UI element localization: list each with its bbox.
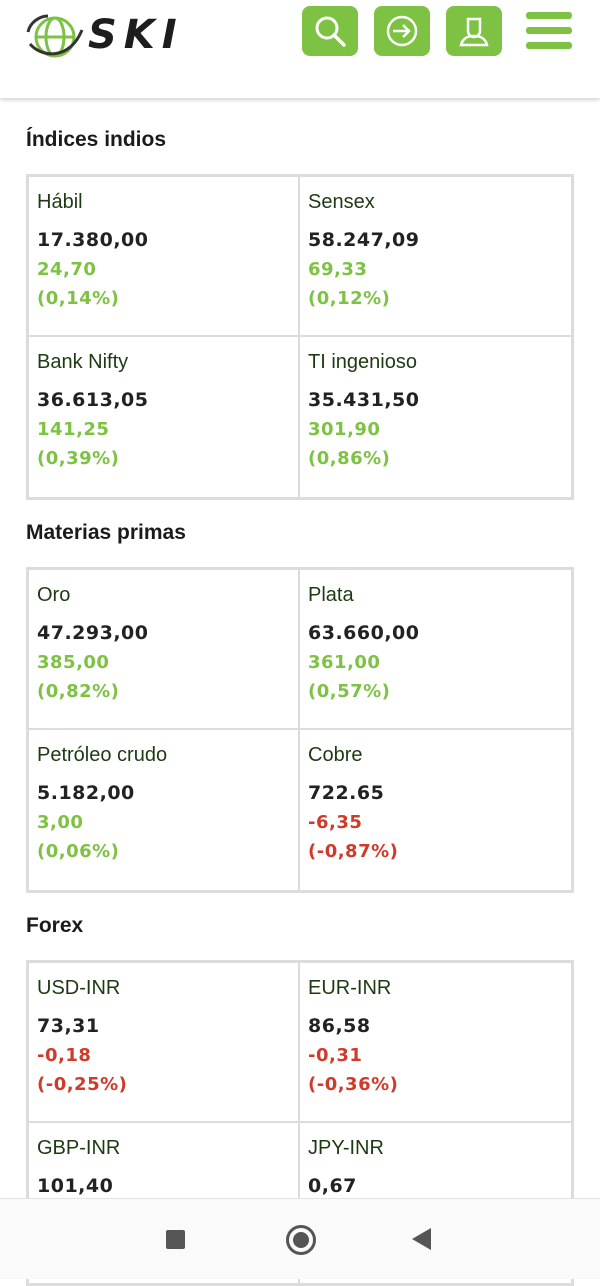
market-tile[interactable]: Sensex 58.247,09 69,33 (0,12%)	[300, 177, 571, 337]
tile-value: 86,58	[308, 1015, 371, 1037]
tile-value: 35.431,50	[308, 389, 420, 411]
tile-change: -6,35	[308, 812, 363, 833]
globe-logo-icon	[26, 14, 84, 58]
tile-value: 47.293,00	[37, 622, 149, 644]
tile-name: Bank Nifty	[37, 351, 129, 373]
menu-icon[interactable]	[526, 12, 572, 52]
market-tile[interactable]: Petróleo crudo 5.182,00 3,00 (0,06%)	[29, 730, 300, 890]
system-nav-bar	[0, 1198, 600, 1279]
market-tile[interactable]: GBP-INR 101,40	[29, 1123, 300, 1283]
tile-name: EUR-INR	[308, 977, 392, 999]
commodities-grid: Oro 47.293,00 385,00 (0,82%) Plata 63.66…	[26, 567, 574, 893]
tile-percent: (0,39%)	[37, 448, 120, 469]
tile-name: USD-INR	[37, 977, 121, 999]
tile-change: 3,00	[37, 812, 84, 833]
tile-percent: (0,57%)	[308, 681, 391, 702]
market-tile[interactable]: JPY-INR 0,67	[300, 1123, 571, 1283]
tile-change: 24,70	[37, 259, 97, 280]
user-icon	[459, 17, 489, 47]
tile-change: 301,90	[308, 419, 381, 440]
tile-name: Sensex	[308, 191, 375, 213]
section-title-commodities: Materias primas	[26, 521, 186, 544]
tile-value: 63.660,00	[308, 622, 420, 644]
tile-percent: (-0,87%)	[308, 841, 399, 862]
tile-percent: (0,14%)	[37, 288, 120, 309]
tile-percent: (-0,36%)	[308, 1074, 399, 1095]
tile-percent: (0,06%)	[37, 841, 120, 862]
tile-name: JPY-INR	[308, 1137, 384, 1159]
tile-change: 69,33	[308, 259, 368, 280]
market-tile[interactable]: USD-INR 73,31 -0,18 (-0,25%)	[29, 963, 300, 1123]
tile-percent: (-0,25%)	[37, 1074, 128, 1095]
login-icon	[386, 15, 418, 47]
tile-percent: (0,86%)	[308, 448, 391, 469]
tile-value: 5.182,00	[37, 782, 135, 804]
market-tile[interactable]: EUR-INR 86,58 -0,31 (-0,36%)	[300, 963, 571, 1123]
tile-name: Plata	[308, 584, 354, 606]
logo-text: SKI	[88, 12, 184, 58]
market-tile[interactable]: Plata 63.660,00 361,00 (0,57%)	[300, 570, 571, 730]
tile-change: 361,00	[308, 652, 381, 673]
tile-percent: (0,12%)	[308, 288, 391, 309]
search-button[interactable]	[302, 6, 358, 56]
tile-change: -0,18	[37, 1045, 92, 1066]
tile-change: 141,25	[37, 419, 110, 440]
square-icon[interactable]	[166, 1230, 185, 1249]
tile-value: 58.247,09	[308, 229, 420, 251]
tile-name: TI ingenioso	[308, 351, 417, 373]
tile-percent: (0,82%)	[37, 681, 120, 702]
tile-change: -0,31	[308, 1045, 363, 1066]
ski-logo[interactable]: SKI	[26, 8, 226, 66]
tile-change: 385,00	[37, 652, 110, 673]
search-icon	[315, 16, 346, 47]
back-triangle-icon[interactable]	[412, 1228, 431, 1250]
indices-grid: Hábil 17.380,00 24,70 (0,14%) Sensex 58.…	[26, 174, 574, 500]
tile-value: 101,40	[37, 1175, 114, 1197]
market-tile[interactable]: Hábil 17.380,00 24,70 (0,14%)	[29, 177, 300, 337]
market-tile[interactable]: Oro 47.293,00 385,00 (0,82%)	[29, 570, 300, 730]
section-title-forex: Forex	[26, 914, 84, 937]
tile-value: 0,67	[308, 1175, 357, 1197]
login-button[interactable]	[374, 6, 430, 56]
market-tile[interactable]: Cobre 722.65 -6,35 (-0,87%)	[300, 730, 571, 890]
tile-name: GBP-INR	[37, 1137, 121, 1159]
tile-value: 17.380,00	[37, 229, 149, 251]
circle-icon[interactable]	[286, 1225, 316, 1255]
tile-name: Cobre	[308, 744, 363, 766]
tile-value: 722.65	[308, 782, 385, 804]
tile-value: 36.613,05	[37, 389, 149, 411]
tile-value: 73,31	[37, 1015, 100, 1037]
tile-name: Oro	[37, 584, 71, 606]
section-title-indices: Índices indios	[26, 128, 167, 151]
tile-name: Hábil	[37, 191, 83, 213]
user-button[interactable]	[446, 6, 502, 56]
market-tile[interactable]: Bank Nifty 36.613,05 141,25 (0,39%)	[29, 337, 300, 497]
market-tile[interactable]: TI ingenioso 35.431,50 301,90 (0,86%)	[300, 337, 571, 497]
tile-name: Petróleo crudo	[37, 744, 168, 766]
app-header: SKI	[0, 0, 600, 98]
